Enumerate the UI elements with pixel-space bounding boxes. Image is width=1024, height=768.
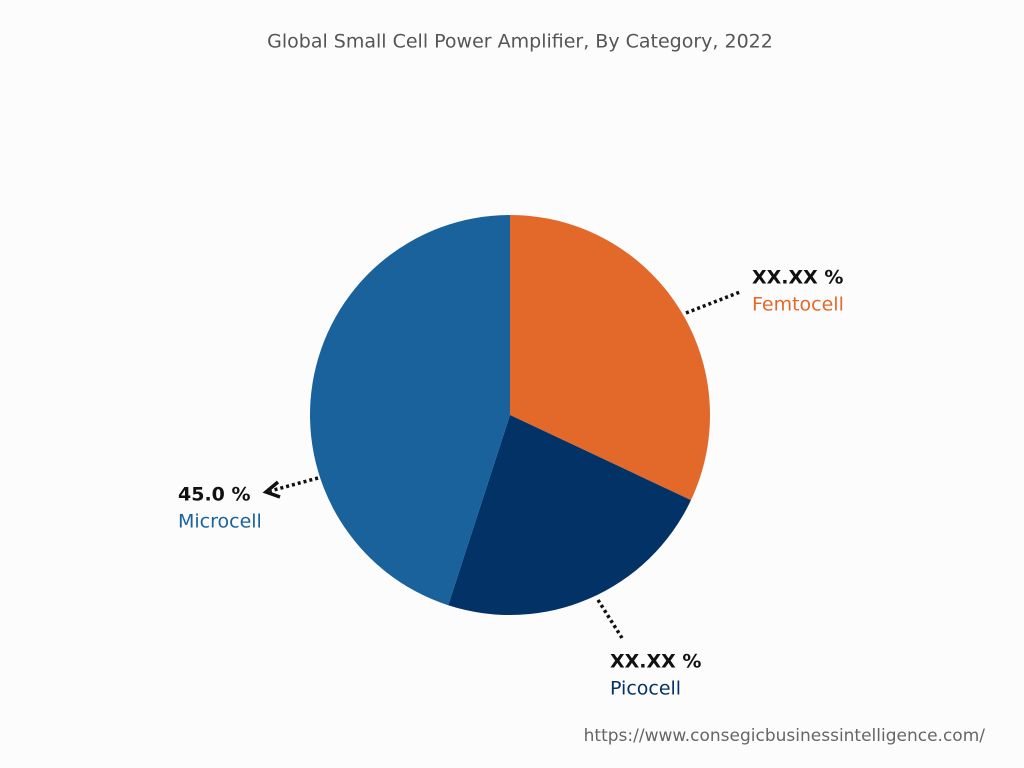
leader-line (685, 290, 741, 315)
chart-title: Global Small Cell Power Amplifier, By Ca… (267, 31, 773, 53)
source-url: https://www.consegicbusinessintelligence… (584, 726, 986, 746)
value-label: 45.0 % (178, 484, 251, 506)
value-label: XX.XX % (752, 267, 843, 289)
leader-line (269, 476, 319, 493)
category-label: Femtocell (752, 294, 844, 316)
pie-slice (448, 415, 691, 615)
pie-slice (310, 215, 510, 606)
category-label: Picocell (610, 678, 681, 700)
leader-arrow (262, 480, 281, 499)
leader-line (596, 599, 624, 639)
pie-slice (510, 215, 710, 501)
category-label: Microcell (178, 511, 262, 533)
value-label: XX.XX % (610, 651, 701, 673)
